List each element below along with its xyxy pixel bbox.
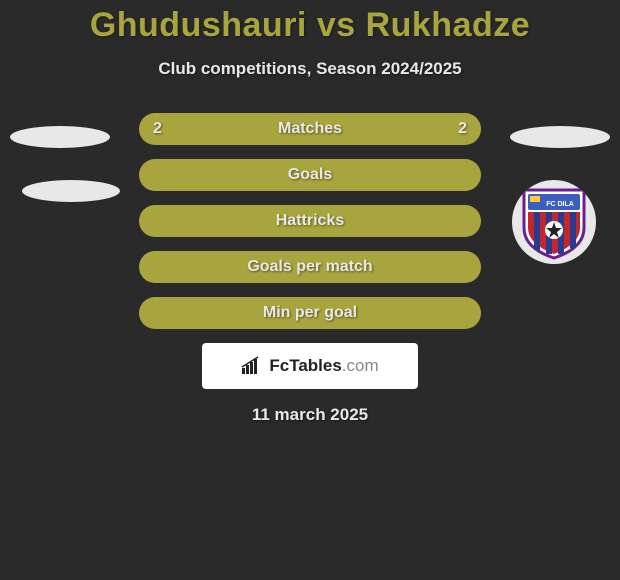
right-player-marker bbox=[510, 126, 610, 148]
stat-row-hattricks: Hattricks bbox=[139, 205, 481, 237]
crest-icon: FC DILA bbox=[520, 184, 588, 260]
stat-row-goals: Goals bbox=[139, 159, 481, 191]
stat-label: Hattricks bbox=[139, 212, 481, 230]
source-logo: FcTables.com bbox=[202, 343, 418, 389]
bars-icon bbox=[241, 356, 263, 376]
stat-label: Min per goal bbox=[139, 304, 481, 322]
left-player-marker-1 bbox=[10, 126, 110, 148]
page-title: Ghudushauri vs Rukhadze bbox=[0, 0, 620, 45]
stat-label: Goals per match bbox=[139, 258, 481, 276]
stat-label: Goals bbox=[139, 166, 481, 184]
logo-text: FcTables.com bbox=[269, 356, 378, 376]
stat-row-min-per-goal: Min per goal bbox=[139, 297, 481, 329]
stat-label: Matches bbox=[139, 120, 481, 138]
stat-row-goals-per-match: Goals per match bbox=[139, 251, 481, 283]
club-crest: FC DILA bbox=[512, 180, 596, 264]
stat-right-value: 2 bbox=[458, 120, 467, 138]
date-text: 11 march 2025 bbox=[0, 405, 620, 425]
left-player-marker-2 bbox=[22, 180, 120, 202]
stat-row-matches: 2 Matches 2 bbox=[139, 113, 481, 145]
page-subtitle: Club competitions, Season 2024/2025 bbox=[0, 59, 620, 79]
crest-label: FC DILA bbox=[546, 201, 574, 208]
